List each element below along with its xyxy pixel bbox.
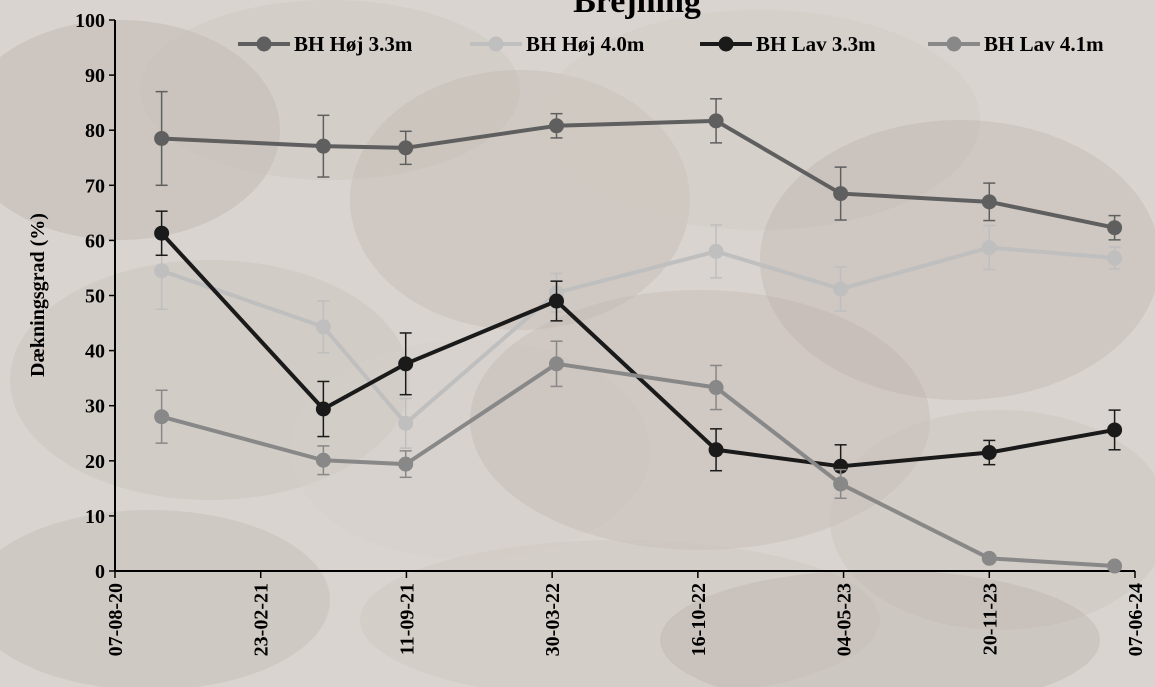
data-point <box>398 415 414 431</box>
background-texture <box>350 70 690 330</box>
data-point <box>708 380 724 396</box>
y-tick-label: 40 <box>85 341 105 363</box>
data-point <box>981 445 997 461</box>
data-point <box>833 281 849 297</box>
y-tick-label: 20 <box>85 451 105 473</box>
background-texture <box>10 260 410 500</box>
data-point <box>549 356 565 372</box>
x-tick-label: 16-10-22 <box>688 583 710 656</box>
background-texture <box>660 570 1100 687</box>
legend-label: BH Høj 3.3m <box>294 32 413 56</box>
series-line <box>160 245 1115 426</box>
data-point <box>315 138 331 154</box>
data-point <box>708 442 724 458</box>
y-tick-label: 30 <box>85 396 105 418</box>
series <box>154 90 1123 574</box>
data-point <box>154 225 170 241</box>
data-point <box>1107 220 1123 236</box>
data-point <box>981 550 997 566</box>
data-point <box>708 243 724 259</box>
series-0 <box>154 90 1123 241</box>
legend: BH Høj 3.3m BH Høj 4.0m BH Lav 3.3m BH Lav … <box>238 32 1104 56</box>
y-tick-label: 50 <box>85 286 105 308</box>
legend-label: BH Lav 4.1m <box>984 32 1104 56</box>
data-point <box>154 409 170 425</box>
y-tick-label: 0 <box>95 561 105 583</box>
data-point <box>398 140 414 156</box>
series-line <box>161 118 1116 230</box>
y-tick-label: 100 <box>75 10 105 32</box>
data-point <box>154 263 170 279</box>
data-point <box>981 194 997 210</box>
legend-swatch-marker <box>718 36 734 52</box>
y-tick-label: 90 <box>85 65 105 87</box>
y-axis-label: Dækningsgrad (%) <box>27 213 49 377</box>
x-tick-label: 07-08-20 <box>105 583 127 656</box>
x-tick-label: 11-09-21 <box>396 583 418 655</box>
series-3 <box>154 340 1123 574</box>
x-tick-label: 30-03-22 <box>542 583 564 656</box>
data-point <box>154 130 170 146</box>
series-line <box>161 361 1115 569</box>
data-point <box>315 452 331 468</box>
background-texture <box>830 410 1155 630</box>
legend-swatch-marker <box>256 36 272 52</box>
data-point <box>708 113 724 129</box>
data-point <box>833 476 849 492</box>
y-tick-label: 60 <box>85 230 105 252</box>
y-tick-label: 10 <box>85 506 105 528</box>
data-point <box>398 356 414 372</box>
data-point <box>549 293 565 309</box>
x-tick-label: 07-06-24 <box>1125 583 1147 656</box>
background-texture <box>540 10 980 230</box>
data-point <box>398 456 414 472</box>
background-texture <box>0 20 280 240</box>
background-texture <box>760 120 1155 400</box>
background-texture <box>360 540 880 687</box>
x-tick-label: 04-05-23 <box>834 583 856 656</box>
data-point <box>981 240 997 256</box>
background-texture <box>0 510 330 687</box>
data-point <box>315 401 331 417</box>
x-tick-label: 23-02-21 <box>251 583 273 656</box>
legend-swatch-marker <box>488 36 504 52</box>
background-texture <box>470 290 930 550</box>
y-tick-label: 80 <box>85 120 105 142</box>
data-point <box>315 319 331 335</box>
background-texture <box>140 0 520 180</box>
axes: 0 10 20 30 40 50 60 70 80 90 100 07-08-20 23-02-21 11… <box>75 10 1147 656</box>
chart-title: Brejning <box>573 0 701 20</box>
data-point <box>833 186 849 202</box>
data-point <box>1107 422 1123 438</box>
data-point <box>549 118 565 134</box>
x-tick-label: 20-11-23 <box>979 583 1001 655</box>
legend-label: BH Lav 3.3m <box>756 32 876 56</box>
data-point <box>1107 250 1123 266</box>
legend-label: BH Høj 4.0m <box>526 32 645 56</box>
y-tick-label: 70 <box>85 175 105 197</box>
data-point <box>1107 558 1123 574</box>
legend-swatch-marker <box>946 36 962 52</box>
